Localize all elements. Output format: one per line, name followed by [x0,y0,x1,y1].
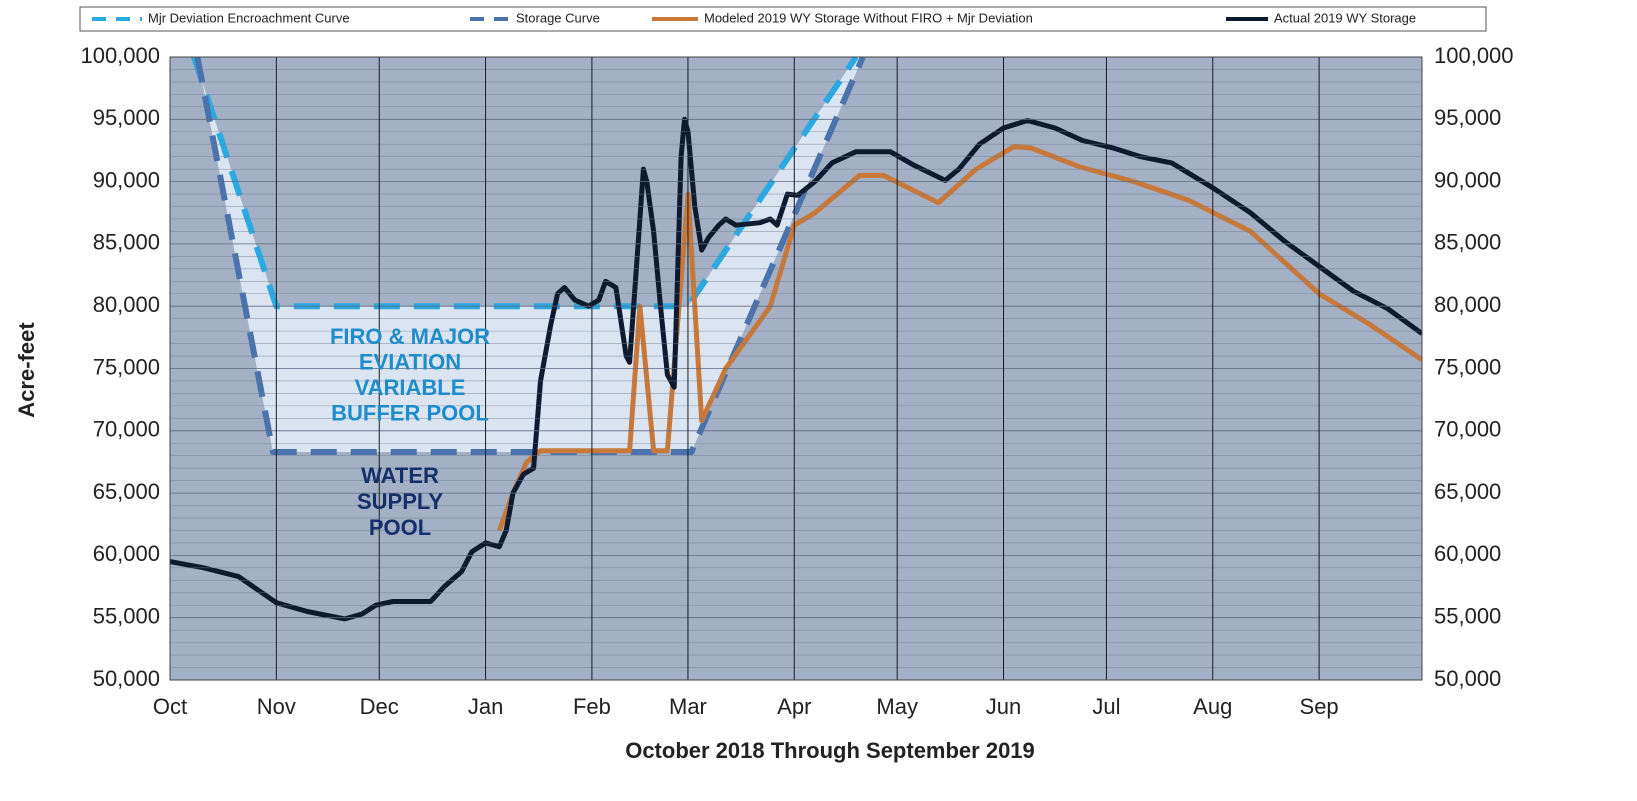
annotation: WATER [361,463,439,488]
x-tick-label: Jan [468,694,503,719]
y2-tick-label: 90,000 [1434,167,1501,192]
y-tick-label: 85,000 [93,230,160,255]
y-axis-label: Acre-feet [14,322,39,418]
y2-tick-label: 60,000 [1434,541,1501,566]
series-line [170,116,1422,622]
x-tick-label: Aug [1193,694,1232,719]
annotation: BUFFER POOL [331,400,489,425]
x-tick-label: Oct [153,694,187,719]
y-tick-label: 80,000 [93,292,160,317]
y2-tick-label: 80,000 [1434,292,1501,317]
y2-tick-label: 75,000 [1434,354,1501,379]
legend-label: Modeled 2019 WY Storage Without FIRO + M… [704,10,1033,25]
x-tick-label: Apr [777,694,811,719]
y-tick-label: 55,000 [93,604,160,629]
annotation: POOL [369,515,431,540]
x-tick-label: May [876,694,918,719]
annotation: VARIABLE [355,375,466,400]
legend-label: Actual 2019 WY Storage [1274,10,1416,25]
x-tick-label: Mar [669,694,707,719]
legend-label: Storage Curve [516,10,600,25]
x-tick-label: Dec [360,694,399,719]
x-tick-label: Jun [986,694,1021,719]
y-tick-label: 90,000 [93,167,160,192]
annotation: FIRO & MAJOR [330,324,490,349]
x-tick-label: Feb [573,694,611,719]
y2-tick-label: 55,000 [1434,604,1501,629]
annotation: SUPPLY [357,489,443,514]
y2-tick-label: 100,000 [1434,43,1514,68]
x-tick-label: Nov [257,694,296,719]
x-tick-label: Sep [1300,694,1339,719]
y-tick-label: 100,000 [80,43,160,68]
y-tick-label: 60,000 [93,541,160,566]
y-tick-label: 70,000 [93,417,160,442]
y2-tick-label: 65,000 [1434,479,1501,504]
x-tick-label: Jul [1092,694,1120,719]
y2-tick-label: 70,000 [1434,417,1501,442]
plot-layer [169,56,1423,681]
y-tick-label: 50,000 [93,666,160,691]
x-axis-label: October 2018 Through September 2019 [625,738,1035,763]
legend-label: Mjr Deviation Encroachment Curve [148,10,350,25]
y2-tick-label: 50,000 [1434,666,1501,691]
y2-tick-label: 95,000 [1434,105,1501,130]
series-line [194,57,866,455]
y-tick-label: 95,000 [93,105,160,130]
plot-border [169,56,1423,681]
y-tick-label: 65,000 [93,479,160,504]
y2-tick-label: 85,000 [1434,230,1501,255]
y-tick-label: 75,000 [93,354,160,379]
annotation: EVIATION [359,349,461,374]
